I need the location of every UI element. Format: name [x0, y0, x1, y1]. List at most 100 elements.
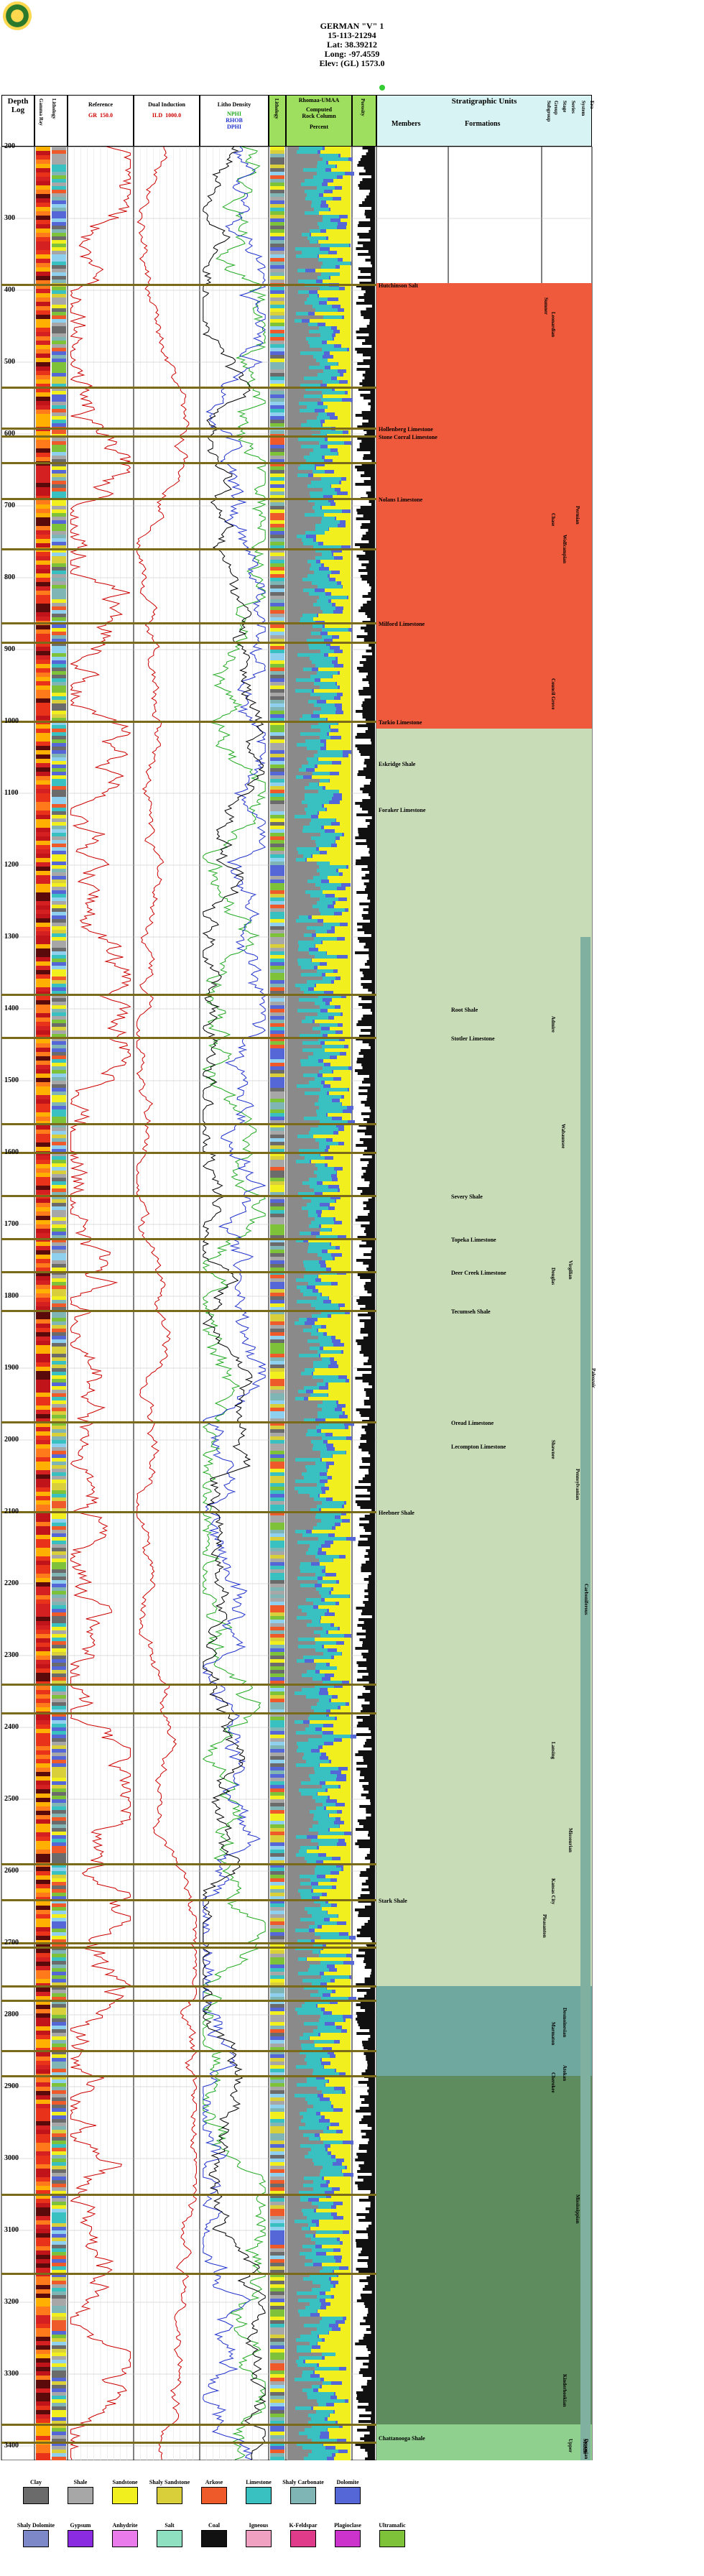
porosity-bar: [363, 1118, 375, 1121]
rock-column-segment: [287, 721, 318, 726]
rock-column-segment: [345, 908, 348, 913]
gamma-color-band: [36, 2229, 50, 2234]
rock-column-segment: [335, 977, 341, 981]
lithology-band: [52, 499, 66, 503]
gamma-color-band: [36, 2104, 50, 2109]
lithology2-band: [270, 1616, 284, 1620]
rock-column-segment: [287, 495, 310, 499]
rock-column-sand: [338, 969, 351, 974]
lithology-band: [52, 1921, 66, 1926]
porosity-bar: [366, 1147, 375, 1150]
lithology-band: [52, 1914, 66, 1919]
rock-column-segment: [287, 438, 298, 442]
rock-column-segment: [287, 1030, 320, 1035]
rock-column-segment: [320, 962, 327, 966]
rock-column-sand: [305, 2360, 351, 2364]
rock-column-segment: [308, 1246, 335, 1250]
rock-column-segment: [287, 1990, 318, 1994]
rock-column-segment: [298, 290, 309, 295]
lithology-band: [52, 1365, 66, 1369]
rock-column-segment: [287, 2245, 302, 2249]
porosity-bar: [358, 1446, 375, 1449]
rock-column-segment: [317, 2342, 318, 2346]
rock-column-segment: [313, 1605, 318, 1610]
rock-column-segment: [323, 1803, 335, 1807]
gamma-color-band: [36, 798, 50, 803]
lithology2-band: [270, 588, 284, 593]
rock-column-segment: [330, 1979, 335, 1983]
rock-column-segment: [303, 2133, 315, 2138]
rock-column-segment: [310, 1160, 311, 1164]
rock-column-segment: [311, 725, 329, 729]
porosity-bar: [359, 443, 375, 446]
lithology2-band: [270, 617, 284, 622]
lithology-band: [52, 1120, 66, 1125]
lithology2-band: [270, 1307, 284, 1311]
rock-column-segment: [287, 1250, 307, 1254]
rock-column-segment: [303, 168, 325, 172]
rock-column-segment: [299, 998, 323, 1002]
lithology-band: [52, 779, 66, 783]
rock-column-segment: [287, 1871, 315, 1875]
rock-column-sand: [330, 2144, 351, 2148]
rock-column-segment: [324, 459, 333, 463]
rock-column-segment: [287, 2238, 311, 2242]
rock-column-segment: [287, 1957, 298, 1962]
lithology2-band: [270, 409, 284, 413]
gamma-color-band: [36, 1996, 50, 2001]
gamma-color-band: [36, 2164, 50, 2169]
rock-column-segment: [287, 610, 323, 614]
rock-column-segment: [317, 1875, 325, 1879]
rock-column-segment: [317, 1846, 319, 1850]
porosity-bar: [371, 1000, 375, 1003]
lithology-band: [52, 1709, 66, 1714]
rock-column-sand: [320, 1950, 351, 1954]
rock-column-segment: [315, 509, 342, 514]
lithology-band: [52, 937, 66, 941]
rock-column-segment: [325, 1002, 330, 1006]
lithology-band: [52, 1982, 66, 1987]
lithology-band: [52, 2338, 66, 2342]
rock-column-segment: [319, 1954, 346, 1958]
rock-column-segment: [326, 1145, 330, 1150]
well-api: 15-113-21294: [328, 30, 376, 40]
lithology-band: [52, 2317, 66, 2321]
porosity-bar: [358, 184, 375, 187]
rock-column-segment: [307, 2101, 331, 2105]
rock-column-sand: [338, 1400, 351, 1405]
porosity-bar: [369, 920, 375, 923]
lithology2-band: [270, 2277, 284, 2281]
lithology-band: [52, 2123, 66, 2127]
rock-column-segment: [317, 1702, 346, 1707]
rock-column-segment: [312, 2288, 330, 2292]
lithology-band: [52, 1250, 66, 1254]
lithology2-band: [270, 1332, 284, 1337]
porosity-bar: [358, 831, 375, 834]
rock-column-segment: [297, 1742, 324, 1746]
lithology-band: [52, 1390, 66, 1394]
lithology2-band: [270, 222, 284, 226]
lithology-band: [52, 829, 66, 834]
rock-column-segment: [318, 1038, 339, 1042]
rock-column-sand: [331, 2194, 351, 2199]
lithology2-band: [270, 1788, 284, 1793]
lithology-band: [52, 2306, 66, 2310]
lithology-band: [52, 2101, 66, 2105]
rock-column-segment: [287, 1113, 317, 1117]
porosity-bar: [357, 241, 375, 244]
lithology2-band: [270, 844, 284, 848]
rock-column-segment: [320, 1005, 335, 1010]
rock-column-segment: [287, 1541, 297, 1545]
rock-column-segment: [327, 2126, 329, 2130]
rock-column-segment: [318, 1990, 332, 1994]
lithology2-band: [270, 1124, 284, 1128]
lithology2-band: [270, 2342, 284, 2346]
rock-column-sand: [343, 2202, 351, 2206]
rock-column-segment: [319, 567, 329, 571]
rock-column-segment: [305, 858, 307, 862]
rock-column-sand: [341, 581, 351, 586]
rock-column-sand: [328, 718, 351, 722]
lithology-band: [52, 430, 66, 435]
lithology2-band: [270, 646, 284, 650]
rock-column-sand: [350, 1594, 351, 1599]
